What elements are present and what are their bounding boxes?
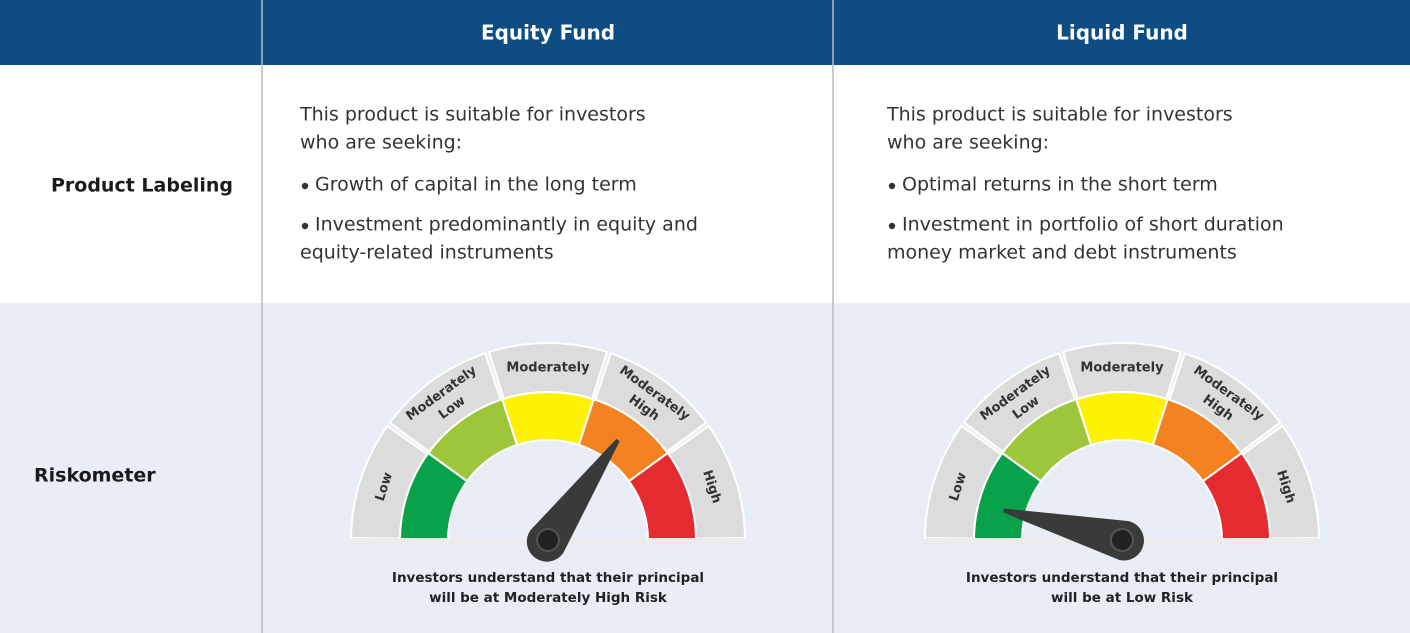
bullet [301, 182, 309, 190]
caption: Investors understand that their principa… [392, 570, 704, 586]
bullet [888, 182, 896, 190]
gauge-segment [1075, 391, 1169, 447]
bullet-text: money market and debt instruments [887, 242, 1237, 264]
bullet-text: equity-related instruments [300, 242, 554, 264]
level-label: Moderately [506, 361, 590, 376]
intro-text: This product is suitable for investors [299, 104, 646, 126]
bullet-text: Investment predominantly in equity and [315, 214, 698, 236]
column-header: Equity Fund [481, 21, 615, 45]
row-label: Product Labeling [51, 175, 233, 197]
bullet-text: Growth of capital in the long term [315, 174, 637, 196]
needle-hub [1110, 528, 1134, 552]
needle-body [1003, 508, 1144, 561]
bullet-text: Investment in portfolio of short duratio… [902, 214, 1284, 236]
caption: will be at Moderately High Risk [429, 590, 668, 606]
header-bar [0, 0, 1410, 65]
row-label: Riskometer [34, 465, 156, 487]
caption: Investors understand that their principa… [966, 570, 1278, 586]
intro-text: This product is suitable for investors [886, 104, 1233, 126]
needle [1003, 508, 1144, 561]
intro-text: who are seeking: [887, 132, 1049, 154]
level-label: Moderately [1080, 361, 1164, 376]
intro-text: who are seeking: [300, 132, 462, 154]
needle-hub [536, 528, 560, 552]
column-header: Liquid Fund [1056, 21, 1188, 45]
bullet [888, 222, 896, 230]
gauge-segment [501, 391, 595, 447]
caption: will be at Low Risk [1051, 590, 1194, 606]
row-bg [0, 65, 1410, 303]
bullet [301, 222, 309, 230]
bullet-text: Optimal returns in the short term [902, 174, 1218, 196]
